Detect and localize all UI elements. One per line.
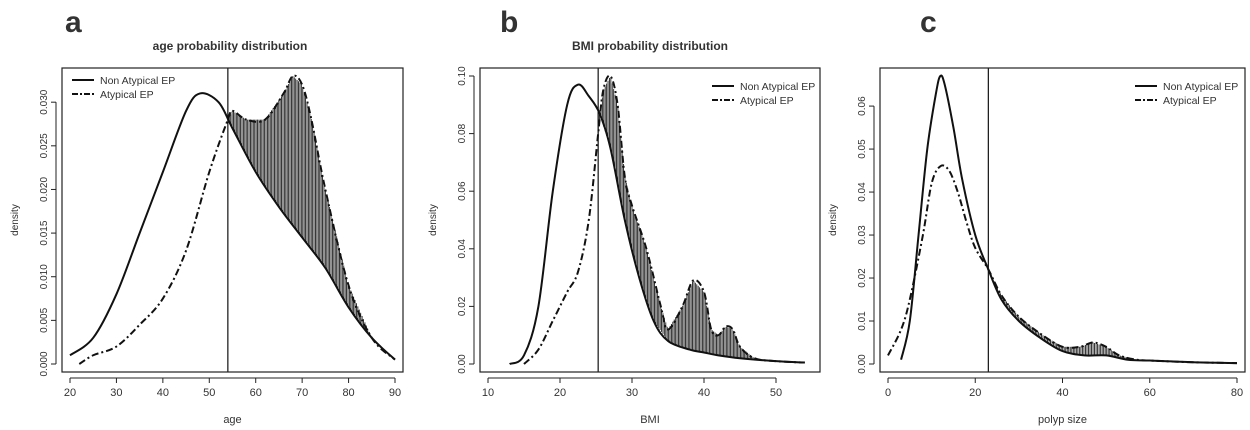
x-tick-label: 70 bbox=[296, 387, 308, 399]
y-tick-label: 0.030 bbox=[39, 89, 50, 114]
x-axis-label-a: age bbox=[223, 414, 241, 426]
panel-c: c 0 20 40 60 80 polyp size 0.00 0.01 0.02 0.03 0.04… bbox=[828, 6, 1246, 426]
y-tick-label: 0.04 bbox=[457, 239, 468, 259]
legend-label: Non Atypical EP bbox=[740, 81, 815, 93]
x-axis-label-b: BMI bbox=[640, 414, 660, 426]
y-tick-label: 0.005 bbox=[39, 307, 50, 332]
plot-frame-c bbox=[879, 67, 1246, 373]
legend-c: Non Atypical EP Atypical EP bbox=[1135, 81, 1238, 107]
x-tick-label: 40 bbox=[1056, 387, 1068, 399]
y-axis-label-b: density bbox=[428, 204, 439, 236]
y-tick-label: 0.10 bbox=[457, 66, 468, 86]
y-tick-label: 0.01 bbox=[857, 311, 868, 331]
series-line-a-non-atypical bbox=[69, 92, 396, 361]
legend-label: Atypical EP bbox=[100, 89, 154, 101]
x-tick-label: 50 bbox=[203, 387, 215, 399]
hatched-region-b bbox=[597, 77, 765, 361]
panels-layer: a age probability distribution 20 30 40 50 60 7… bbox=[10, 6, 1246, 426]
legend-label: Non Atypical EP bbox=[1163, 81, 1238, 93]
x-tick-label: 60 bbox=[250, 387, 262, 399]
y-tick-label: 0.00 bbox=[457, 354, 468, 374]
x-tick-label: 80 bbox=[342, 387, 354, 399]
y-tick-label: 0.025 bbox=[39, 133, 50, 158]
y-tick-label: 0.00 bbox=[857, 354, 868, 374]
panel-letter-b: b bbox=[500, 6, 518, 39]
plot-frame-a bbox=[61, 67, 404, 373]
legend-label: Atypical EP bbox=[1163, 95, 1217, 107]
y-tick-label: 0.015 bbox=[39, 220, 50, 245]
y-axis-label-c: density bbox=[828, 204, 839, 236]
y-tick-label: 0.08 bbox=[457, 123, 468, 143]
series-line-c-non-atypical bbox=[900, 74, 1238, 365]
y-tick-label: 0.020 bbox=[39, 177, 50, 202]
x-tick-label: 30 bbox=[626, 387, 638, 399]
series-line-c-atypical bbox=[887, 164, 1238, 365]
panel-letter-c: c bbox=[920, 6, 937, 39]
x-tick-label: 40 bbox=[698, 387, 710, 399]
series-line-b-atypical bbox=[523, 74, 805, 365]
y-tick-label: 0.000 bbox=[39, 351, 50, 376]
y-tick-label: 0.06 bbox=[857, 96, 868, 116]
chart-title-a: age probability distribution bbox=[153, 39, 308, 53]
x-tick-label: 10 bbox=[482, 387, 494, 399]
y-tick-label: 0.04 bbox=[857, 182, 868, 202]
legend-label: Non Atypical EP bbox=[100, 75, 175, 87]
x-tick-label: 20 bbox=[64, 387, 76, 399]
x-tick-label: 50 bbox=[770, 387, 782, 399]
hatched-region-a bbox=[228, 76, 372, 337]
series-line-b-non-atypical bbox=[509, 83, 805, 365]
panel-b: b BMI probability distribution 10 20 30 40 50 B… bbox=[428, 6, 821, 426]
panel-letter-a: a bbox=[65, 6, 82, 39]
y-tick-label: 0.02 bbox=[857, 268, 868, 288]
panel-a: a age probability distribution 20 30 40 50 60 7… bbox=[10, 6, 404, 426]
legend-b: Non Atypical EP Atypical EP bbox=[712, 81, 815, 107]
y-tick-label: 0.03 bbox=[857, 225, 868, 245]
y-tick-label: 0.06 bbox=[457, 181, 468, 201]
legend-a: Non Atypical EP Atypical EP bbox=[72, 75, 175, 101]
plot-frame-b bbox=[479, 67, 821, 373]
legend-label: Atypical EP bbox=[740, 95, 794, 107]
y-tick-label: 0.02 bbox=[457, 296, 468, 316]
x-tick-label: 40 bbox=[157, 387, 169, 399]
y-tick-label: 0.010 bbox=[39, 264, 50, 289]
chart-title-b: BMI probability distribution bbox=[572, 39, 728, 53]
x-axis-label-c: polyp size bbox=[1038, 414, 1087, 426]
x-tick-label: 30 bbox=[110, 387, 122, 399]
x-tick-label: 80 bbox=[1231, 387, 1243, 399]
y-tick-label: 0.05 bbox=[857, 139, 868, 159]
x-tick-label: 60 bbox=[1144, 387, 1156, 399]
x-tick-label: 0 bbox=[885, 387, 891, 399]
x-tick-label: 20 bbox=[969, 387, 981, 399]
series-line-a-atypical bbox=[78, 74, 396, 365]
x-tick-label: 90 bbox=[389, 387, 401, 399]
x-tick-label: 20 bbox=[554, 387, 566, 399]
y-axis-label-a: density bbox=[10, 204, 21, 236]
